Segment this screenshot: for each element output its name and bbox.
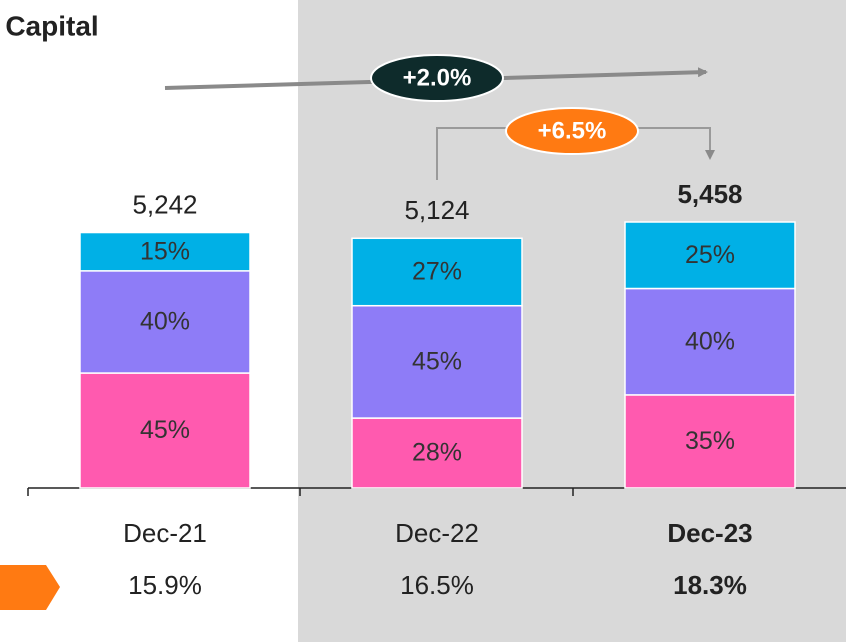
x-tick-label: Dec-23 [667,518,752,548]
data-label: 45% [140,416,190,444]
total-label: 5,124 [404,195,469,225]
data-label: 25% [685,241,735,269]
data-label: 40% [685,327,735,355]
data-label: 15% [140,237,190,265]
x-tick-label: Dec-21 [123,518,207,548]
annotation-badge [370,54,504,102]
bar-segment [624,221,796,290]
annotation: +6.5% [538,117,607,144]
bar-segment [351,417,523,489]
bar-segment [351,304,523,419]
ratio-label: 16.5% [400,570,474,600]
data-label: 35% [685,427,735,455]
data-label: 28% [412,439,462,467]
bar-segment [79,270,251,374]
ratio-label: 18.3% [673,570,747,600]
annotation-badge [505,107,639,155]
total-label: 5,458 [677,179,742,209]
chart-title: Capital [5,10,98,41]
bar-segment [624,287,796,396]
bar-segment [79,372,251,489]
bar-segment [79,231,251,272]
data-label: 40% [140,308,190,336]
bar-segment [351,237,523,307]
annotation: +2.0% [403,64,472,91]
ratio-label: 15.9% [128,570,202,600]
total-label: 5,242 [132,189,197,219]
data-label: 45% [412,347,462,375]
x-tick-label: Dec-22 [395,518,479,548]
data-label: 27% [412,258,462,286]
row-marker [0,565,60,610]
